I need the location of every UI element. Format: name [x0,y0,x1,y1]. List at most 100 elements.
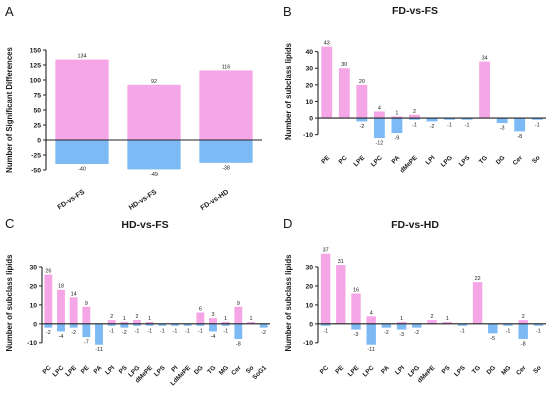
data-label-negative: -2 [46,330,51,336]
category-label: LPE [64,364,78,378]
data-label-positive: 1 [395,110,398,116]
category-label: LPC [362,364,376,378]
data-label-positive: 1 [250,316,253,322]
y-tick-label: 50 [33,107,41,114]
bar-negative-lpe [69,323,78,328]
bar-negative-ldmepe [183,323,192,326]
category-label: dMePE [399,154,420,175]
data-label-negative: -2 [430,124,435,130]
bar-positive-dmepe [409,114,420,119]
data-label-negative: -1 [412,122,417,128]
data-label-negative: -1 [536,328,541,334]
chart-panel-a: A Number of Significant Differences 134 -40… [5,4,262,212]
bar-negative-lpg [444,118,455,120]
bar-positive-lpi [396,321,407,324]
category-label: dMePE [416,364,437,385]
category-label: MG [500,364,512,376]
category-label: SoG1 [251,364,268,381]
bar-negative-lpg [133,323,141,326]
bar-negative-pa [95,323,103,345]
category-label: LPS [153,364,167,378]
y-tick-label: 100 [30,77,42,84]
category-label: FD-vs-HD [200,189,231,212]
bar-negative-lps [461,118,473,120]
y-tick-label: 125 [30,62,42,69]
bar-negative-pe [82,323,91,338]
bar-negative-dg [488,323,498,334]
chart-title: HD-vs-FS [121,219,168,231]
bar-negative-hd-vs-fs [127,140,181,170]
data-label-negative: -1 [173,328,178,334]
data-label-positive: 14 [71,291,77,297]
y-tick-label: 25 [33,122,41,129]
data-label-negative: -3 [500,126,505,132]
data-label-positive: 1 [446,316,449,322]
data-label-negative: -2 [414,330,419,336]
y-tick-label: -10 [27,340,37,347]
category-label: MG [218,364,230,376]
bar-positive-ps [442,321,452,324]
y-tick-label: -10 [303,340,313,347]
bar-negative-lpe [356,118,368,122]
data-label-negative: -1 [460,328,465,334]
bar-negative-mg [221,323,230,326]
bar-negative-lpc [57,323,65,332]
data-label-negative: -2 [384,330,389,336]
bar-positive-pc [338,68,350,119]
bar-negative-dg [196,323,205,326]
chart-title: FD-vs-FS [392,5,438,17]
category-label: PA [93,364,104,375]
bar-negative-ps [120,323,129,328]
bar-positive-dg [196,312,205,324]
category-label: LPE [347,364,361,378]
y-tick-label: -50 [31,167,41,174]
category-label: TG [471,364,482,375]
data-label-negative: -8 [236,342,241,348]
data-label-negative: -1 [198,328,203,334]
y-tick-label: 150 [30,47,42,54]
category-label: So [245,364,256,375]
data-label-negative: -2 [359,124,364,130]
category-label: PA [380,364,391,375]
category-label: DG [495,154,507,166]
panel-letter: B [283,4,292,19]
data-label-positive: 9 [85,301,88,307]
category-label: PC [319,364,330,375]
bar-negative-dmepe [409,118,420,120]
data-label-negative: -1 [323,328,328,334]
category-label: LPI [104,364,116,376]
bar-negative-lps [158,323,167,326]
bar-negative-tg [209,323,217,332]
data-label-negative: -2 [71,330,76,336]
category-label: So [531,154,542,165]
y-tick-label: 10 [29,302,37,309]
bar-positive-tg [472,282,483,324]
bar-positive-pe [82,306,91,324]
data-label-positive: 20 [359,79,365,85]
category-label: DG [193,364,205,376]
data-label-negative: -7 [84,340,89,346]
data-label-positive: 22 [475,276,481,282]
panel-letter: A [5,4,14,19]
data-label-positive: 4 [378,105,381,111]
category-label: PC [337,154,348,165]
data-label-positive: 1 [400,316,403,322]
bar-positive-lpe [351,293,361,324]
data-label-positive: 31 [338,259,344,265]
y-tick-label: 20 [29,283,37,290]
data-label-negative: -8 [517,134,522,140]
category-label: PE [320,154,331,165]
bar-positive-tg [479,61,491,119]
bar-positive-lpi [107,320,116,324]
bar-negative-fd-vs-fs [55,140,109,164]
y-tick-label: 75 [33,92,41,99]
data-label-positive: 37 [323,248,329,254]
data-label-positive: 1 [224,316,227,322]
y-tick-label: 30 [305,264,313,271]
bar-negative-cer [518,323,528,340]
y-tick-label: 10 [305,99,313,106]
bar-negative-pa [391,118,403,134]
data-label-negative: -11 [95,347,102,353]
data-label-positive: 3 [212,312,215,318]
chart-panel-b: B FD-vs-FS Number of subclass lipids 43 PE 30… [283,4,546,174]
